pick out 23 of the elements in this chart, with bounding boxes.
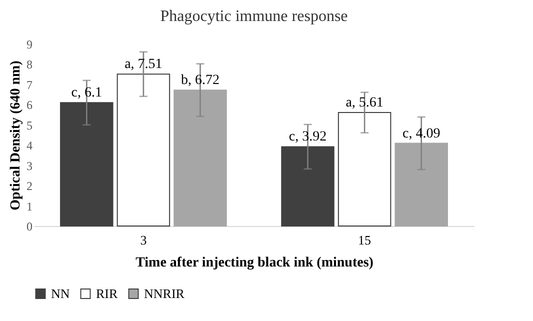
y-tick-label: 1	[26, 199, 32, 214]
legend-label: NN	[51, 286, 70, 301]
data-label: c, 3.92	[288, 130, 327, 145]
y-tick-label: 9	[26, 38, 32, 52]
x-tick-label: 15	[358, 232, 372, 248]
data-label: c, 6.1	[71, 86, 102, 101]
legend-label: RIR	[96, 286, 118, 301]
y-tick-label: 5	[26, 118, 32, 132]
y-tick-label: 8	[26, 58, 32, 72]
data-label: a, 7.51	[124, 57, 162, 72]
y-tick-label: 4	[26, 138, 32, 153]
y-tick-label: 2	[26, 179, 32, 194]
y-tick-label: 6	[26, 98, 32, 112]
data-label: b, 6.72	[180, 73, 220, 88]
y-tick-label: 0	[26, 220, 32, 234]
data-label: a, 5.61	[346, 96, 384, 111]
x-axis-title: Time after injecting black ink (minutes)	[136, 256, 374, 270]
y-tick-label: 3	[26, 158, 32, 173]
data-label: c, 4.09	[402, 126, 440, 142]
y-tick-label: 7	[26, 78, 32, 92]
y-axis-title: Optical Density (640 nm)	[8, 60, 24, 210]
chart-title: Phagocytic immune response	[160, 8, 348, 25]
legend-label: NNRIR	[144, 286, 185, 301]
